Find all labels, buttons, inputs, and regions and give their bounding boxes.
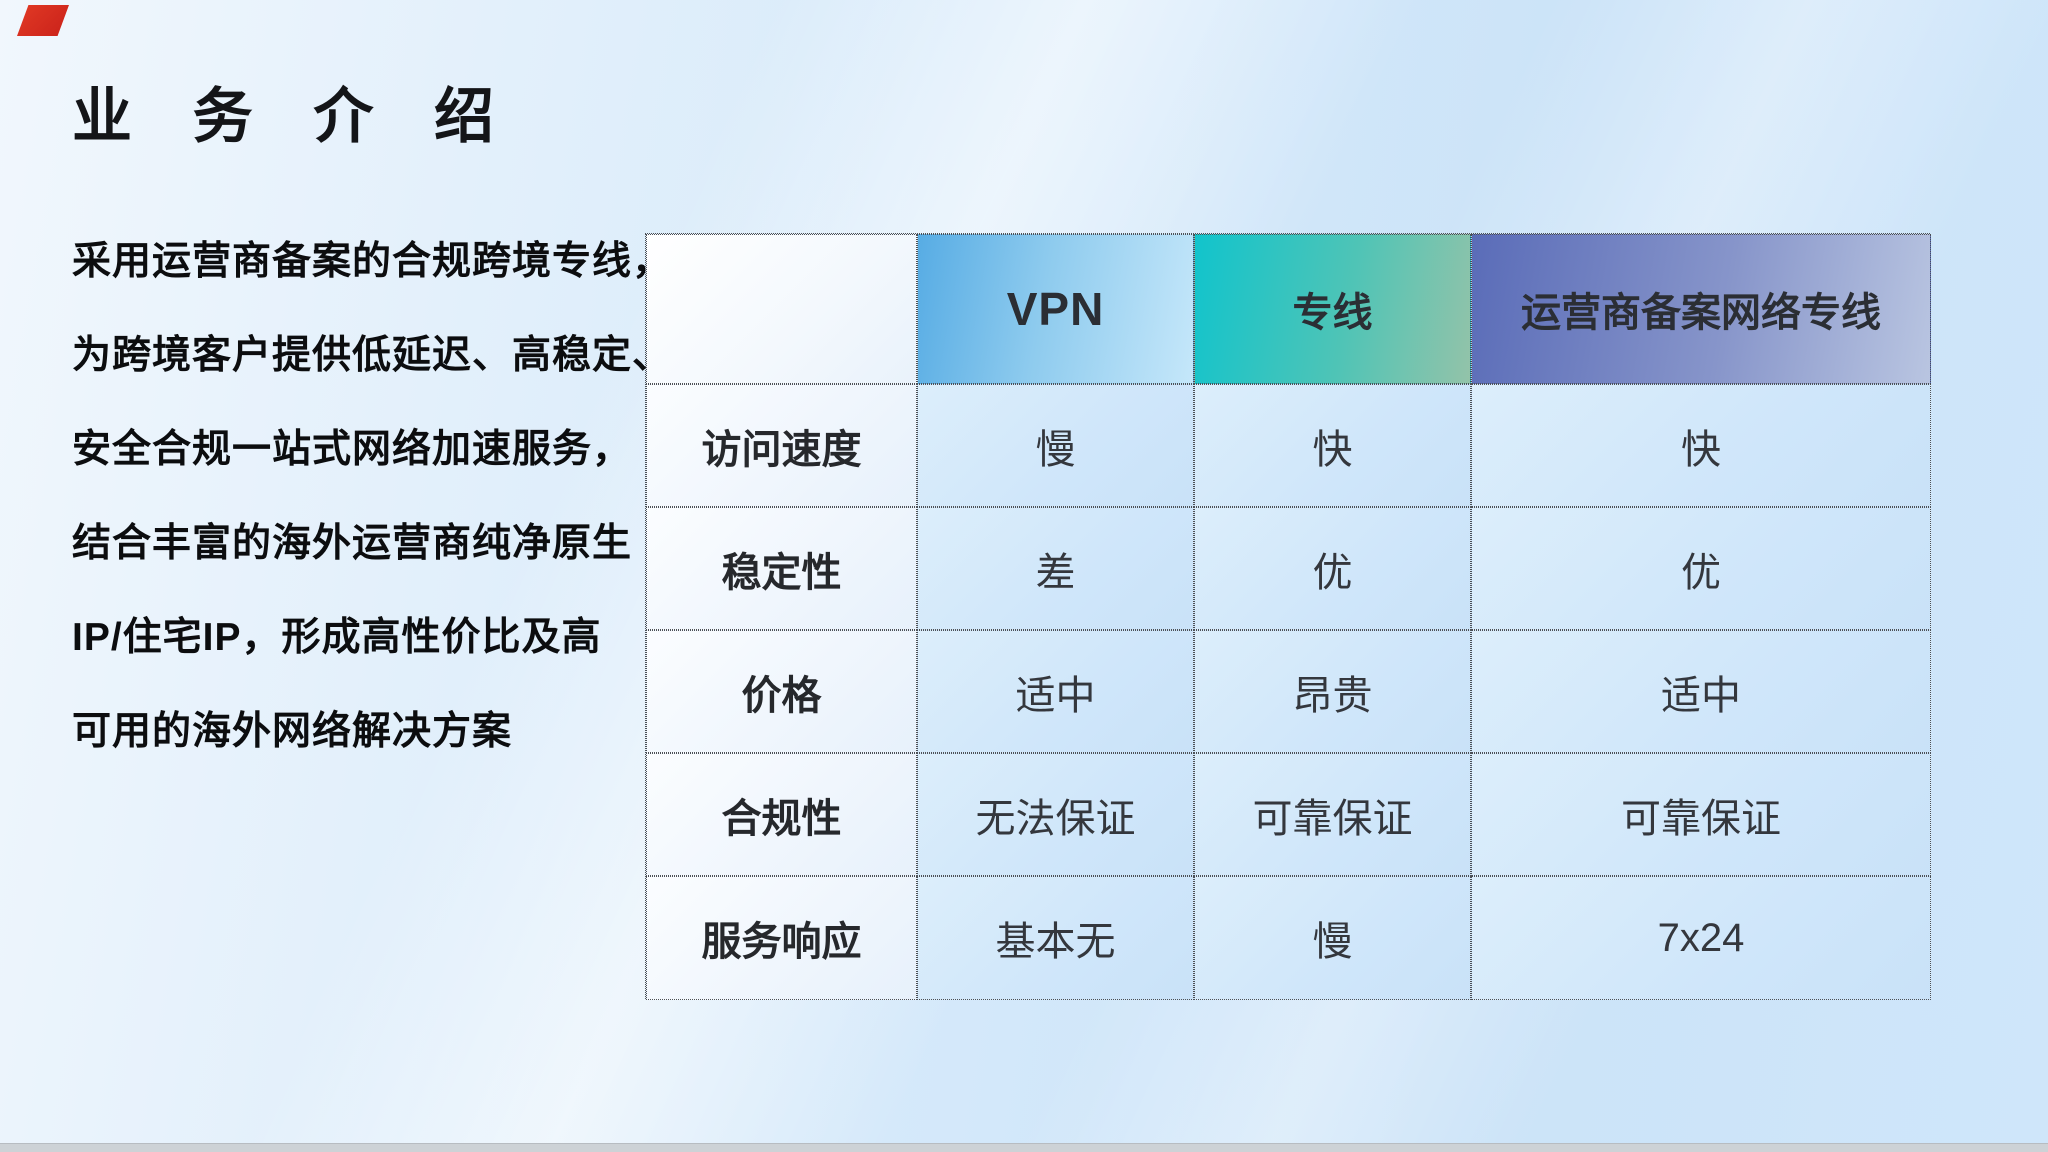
bottom-edge-bar-decoration [0,1143,2048,1152]
table-cell: 可靠保证 [1471,753,1931,876]
table-cell: 优 [1471,507,1931,630]
table-cell: 无法保证 [917,753,1194,876]
table-cell: 差 [917,507,1194,630]
table-cell: 慢 [917,384,1194,507]
table-cell: 适中 [917,630,1194,753]
comparison-table: VPN 专线 运营商备案网络专线 访问速度 慢 快 快 稳定性 差 优 优 价格… [645,233,1931,1000]
business-description: 采用运营商备案的合规跨境专线， 为跨境客户提供低延迟、高稳定、 安全合规一站式网… [72,230,673,794]
description-line: 采用运营商备案的合规跨境专线， [72,240,673,283]
description-line: 结合丰富的海外运营商纯净原生 [72,522,633,565]
row-label-stability: 稳定性 [646,507,917,630]
table-cell: 7x24 [1471,876,1931,1000]
table-cell: 适中 [1471,630,1931,753]
page-title: 业 务 介 绍 [72,83,517,150]
description-line: 为跨境客户提供低延迟、高稳定、 [72,334,673,377]
table-header-carrier-line: 运营商备案网络专线 [1471,234,1931,384]
table-cell: 优 [1194,507,1471,630]
red-corner-flag-decoration [17,5,69,36]
table-cell: 昂贵 [1194,630,1471,753]
table-cell: 慢 [1194,876,1471,1000]
description-line: IP/住宅IP，形成高性价比及高 [72,616,602,659]
row-label-access-speed: 访问速度 [646,384,917,507]
row-label-price: 价格 [646,630,917,753]
table-cell: 快 [1471,384,1931,507]
description-line: 可用的海外网络解决方案 [72,710,513,753]
table-header-blank [646,234,917,384]
table-cell: 可靠保证 [1194,753,1471,876]
table-header-vpn: VPN [917,234,1194,384]
table-cell: 快 [1194,384,1471,507]
row-label-compliance: 合规性 [646,753,917,876]
row-label-service-response: 服务响应 [646,876,917,1000]
table-cell: 基本无 [917,876,1194,1000]
table-header-dedicated-line: 专线 [1194,234,1471,384]
description-line: 安全合规一站式网络加速服务， [72,428,633,471]
